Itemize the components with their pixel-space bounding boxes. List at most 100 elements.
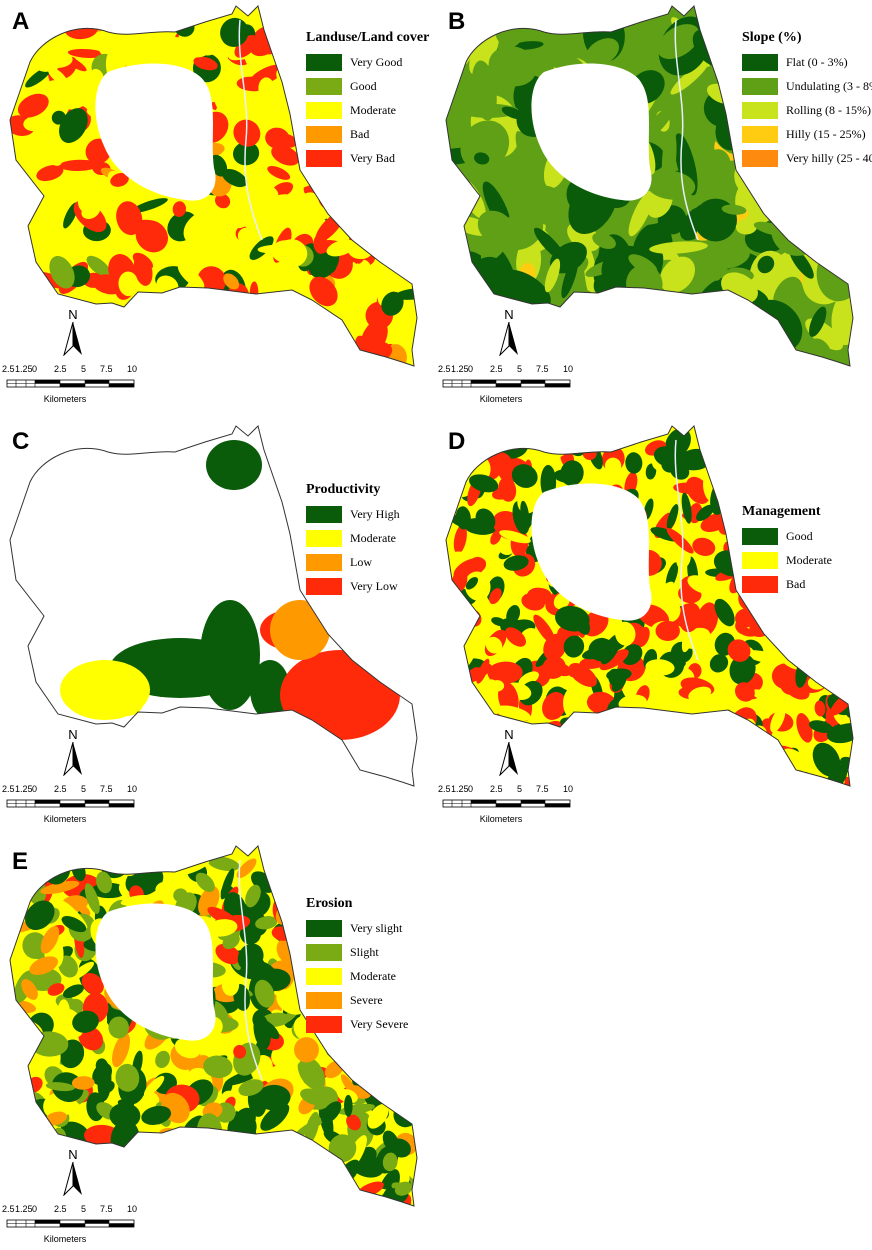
map-patch	[632, 777, 651, 786]
panel-letter: D	[448, 428, 466, 455]
legend-label: Moderate	[350, 530, 396, 545]
map-patch	[322, 332, 341, 362]
map-patch	[177, 264, 205, 290]
map-patch	[511, 464, 538, 488]
map-patch	[183, 1173, 195, 1190]
map-patch	[453, 733, 485, 750]
map-patch	[446, 299, 483, 333]
map-patch	[599, 649, 629, 671]
map-patch	[709, 654, 729, 673]
map-patch	[193, 33, 208, 48]
legend-label: Very Good	[350, 54, 403, 69]
map-patch	[267, 327, 301, 343]
map-patch	[285, 1177, 302, 1204]
map-patch	[661, 757, 685, 782]
legend-swatch	[306, 943, 342, 961]
scale-tick: 7.5	[100, 1204, 113, 1214]
map-patch	[39, 1135, 61, 1157]
map-patch	[782, 631, 800, 648]
legend-label: Bad	[350, 126, 370, 141]
map-patch	[773, 609, 798, 637]
map-patch	[319, 1159, 342, 1183]
map-patch	[609, 352, 640, 366]
scale-bar: 2.5 1.25 0 2.5 5 7.5 10 Kilometers	[438, 784, 578, 824]
map-patch	[279, 1101, 298, 1129]
map-patch	[794, 472, 822, 502]
map-patch	[625, 452, 643, 474]
map-patch	[377, 873, 398, 887]
map-patch	[286, 333, 303, 356]
map-patch	[218, 1175, 248, 1205]
scale-tick: 5	[81, 784, 87, 794]
legend-swatch	[306, 967, 342, 985]
map-patch	[326, 1177, 350, 1206]
legend-item: Very Bad	[306, 146, 429, 170]
map-patch	[825, 471, 849, 488]
map-patch	[604, 457, 622, 475]
legend-label: Low	[350, 554, 372, 569]
legend-item: Rolling (8 - 15%)	[742, 98, 872, 122]
map-patch	[277, 1154, 315, 1185]
map-patch	[410, 1003, 417, 1034]
map-patch	[233, 1044, 247, 1059]
north-label: N	[504, 307, 514, 322]
panel-letter: C	[12, 428, 30, 455]
map-patch	[729, 654, 756, 685]
map-unmapped-area	[531, 483, 652, 621]
map-patch	[148, 352, 164, 366]
map-patch	[617, 748, 649, 765]
scale-tick: 0	[32, 784, 38, 794]
map-patch	[36, 312, 62, 333]
legend-swatch	[306, 77, 342, 95]
map-patch	[10, 1106, 34, 1135]
map-patch	[736, 735, 759, 757]
map-patch	[220, 17, 249, 47]
map-patch	[251, 960, 280, 986]
map-patch	[125, 325, 163, 341]
map-patch	[518, 671, 539, 687]
north-arrow-icon	[63, 321, 82, 357]
map-patch	[112, 15, 139, 32]
map-patch	[772, 450, 792, 470]
map-patch	[246, 1170, 257, 1205]
legend-item: Low	[306, 550, 400, 574]
map-patch	[796, 643, 819, 663]
legend-label: Very Low	[350, 578, 398, 593]
map-patch	[627, 773, 663, 786]
legend-label: Very Bad	[350, 150, 395, 165]
map-patch	[84, 883, 100, 914]
map-patch	[534, 227, 566, 262]
map-patch	[461, 705, 477, 718]
map-patch	[635, 721, 651, 748]
map-patch	[841, 491, 853, 518]
legend-label: Moderate	[350, 102, 396, 117]
legend-label: Good	[786, 528, 813, 543]
map-patch	[280, 650, 400, 740]
map-patch	[833, 434, 853, 454]
legend-item: Moderate	[306, 526, 400, 550]
map-patch	[834, 557, 853, 568]
map-patch	[631, 342, 653, 365]
map-patch	[115, 1063, 140, 1092]
legend-item: Severe	[306, 988, 408, 1012]
map-patch	[118, 271, 139, 297]
legend-swatch	[742, 527, 778, 545]
map-patch	[77, 183, 101, 213]
map-patch	[673, 482, 708, 495]
map-patch	[241, 332, 260, 366]
map-patch	[747, 741, 764, 755]
map-patch	[273, 194, 297, 207]
north-arrow: N	[62, 1148, 84, 1201]
map-patch	[812, 467, 826, 486]
map-patch	[498, 477, 517, 502]
map-patch	[339, 188, 360, 208]
map-patch	[563, 686, 587, 721]
map-patch	[385, 856, 406, 878]
scale-tick: 2.5	[2, 784, 15, 794]
map-patch	[621, 644, 643, 666]
map-patch	[156, 1136, 182, 1158]
map-patch	[277, 1179, 300, 1202]
map-patch	[122, 314, 148, 343]
legend-swatch	[306, 101, 342, 119]
scale-unit: Kilometers	[43, 814, 87, 824]
